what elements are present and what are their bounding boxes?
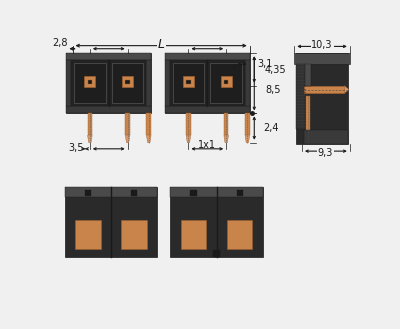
Bar: [190, 190, 196, 196]
Bar: [173, 63, 204, 103]
Bar: [165, 53, 250, 60]
Bar: [65, 187, 157, 196]
Bar: [227, 220, 252, 249]
Bar: [210, 63, 242, 103]
Bar: [146, 114, 151, 135]
Bar: [84, 76, 95, 87]
Bar: [66, 60, 71, 106]
Bar: [170, 187, 263, 196]
Bar: [245, 60, 250, 106]
Bar: [165, 60, 170, 106]
Bar: [224, 114, 228, 135]
Bar: [304, 86, 344, 93]
Bar: [296, 53, 348, 144]
Text: L: L: [158, 38, 165, 51]
Text: 10,3: 10,3: [311, 40, 333, 50]
Bar: [74, 63, 106, 103]
Bar: [296, 64, 305, 129]
Polygon shape: [224, 135, 228, 143]
Bar: [125, 80, 130, 84]
Bar: [71, 60, 109, 106]
Bar: [66, 53, 151, 60]
Bar: [186, 114, 191, 135]
Polygon shape: [186, 135, 191, 143]
Polygon shape: [88, 135, 92, 143]
Bar: [186, 80, 191, 84]
Polygon shape: [125, 135, 130, 143]
Text: 3,5: 3,5: [68, 143, 84, 153]
Bar: [88, 114, 92, 135]
Bar: [125, 114, 130, 135]
Polygon shape: [344, 86, 349, 93]
Bar: [85, 190, 91, 196]
Bar: [207, 60, 245, 106]
Bar: [305, 64, 311, 86]
Text: 2,8: 2,8: [52, 38, 68, 48]
Bar: [183, 76, 194, 87]
Text: 9,3: 9,3: [318, 148, 333, 158]
Bar: [66, 106, 151, 114]
Bar: [181, 220, 206, 249]
Bar: [170, 187, 263, 257]
Bar: [224, 80, 228, 84]
Bar: [236, 190, 243, 196]
Bar: [170, 60, 207, 106]
Text: 8,5: 8,5: [265, 85, 280, 94]
Bar: [304, 130, 348, 144]
Bar: [165, 53, 250, 114]
Bar: [146, 60, 151, 106]
Bar: [109, 60, 146, 106]
Text: 1x1: 1x1: [198, 140, 216, 150]
Text: 4,35: 4,35: [265, 64, 287, 74]
Bar: [221, 76, 232, 87]
Bar: [65, 187, 157, 257]
Polygon shape: [146, 135, 151, 143]
Bar: [131, 190, 137, 196]
Bar: [122, 76, 133, 87]
Bar: [245, 114, 250, 135]
Bar: [75, 220, 101, 249]
Bar: [306, 96, 310, 140]
Bar: [165, 106, 250, 114]
Text: 2,4: 2,4: [264, 123, 279, 133]
Polygon shape: [245, 135, 250, 143]
Bar: [112, 63, 144, 103]
Bar: [213, 250, 220, 257]
Bar: [122, 220, 147, 249]
Bar: [66, 53, 151, 114]
Text: 3,1: 3,1: [257, 59, 273, 69]
Bar: [88, 80, 92, 84]
Bar: [294, 53, 350, 64]
